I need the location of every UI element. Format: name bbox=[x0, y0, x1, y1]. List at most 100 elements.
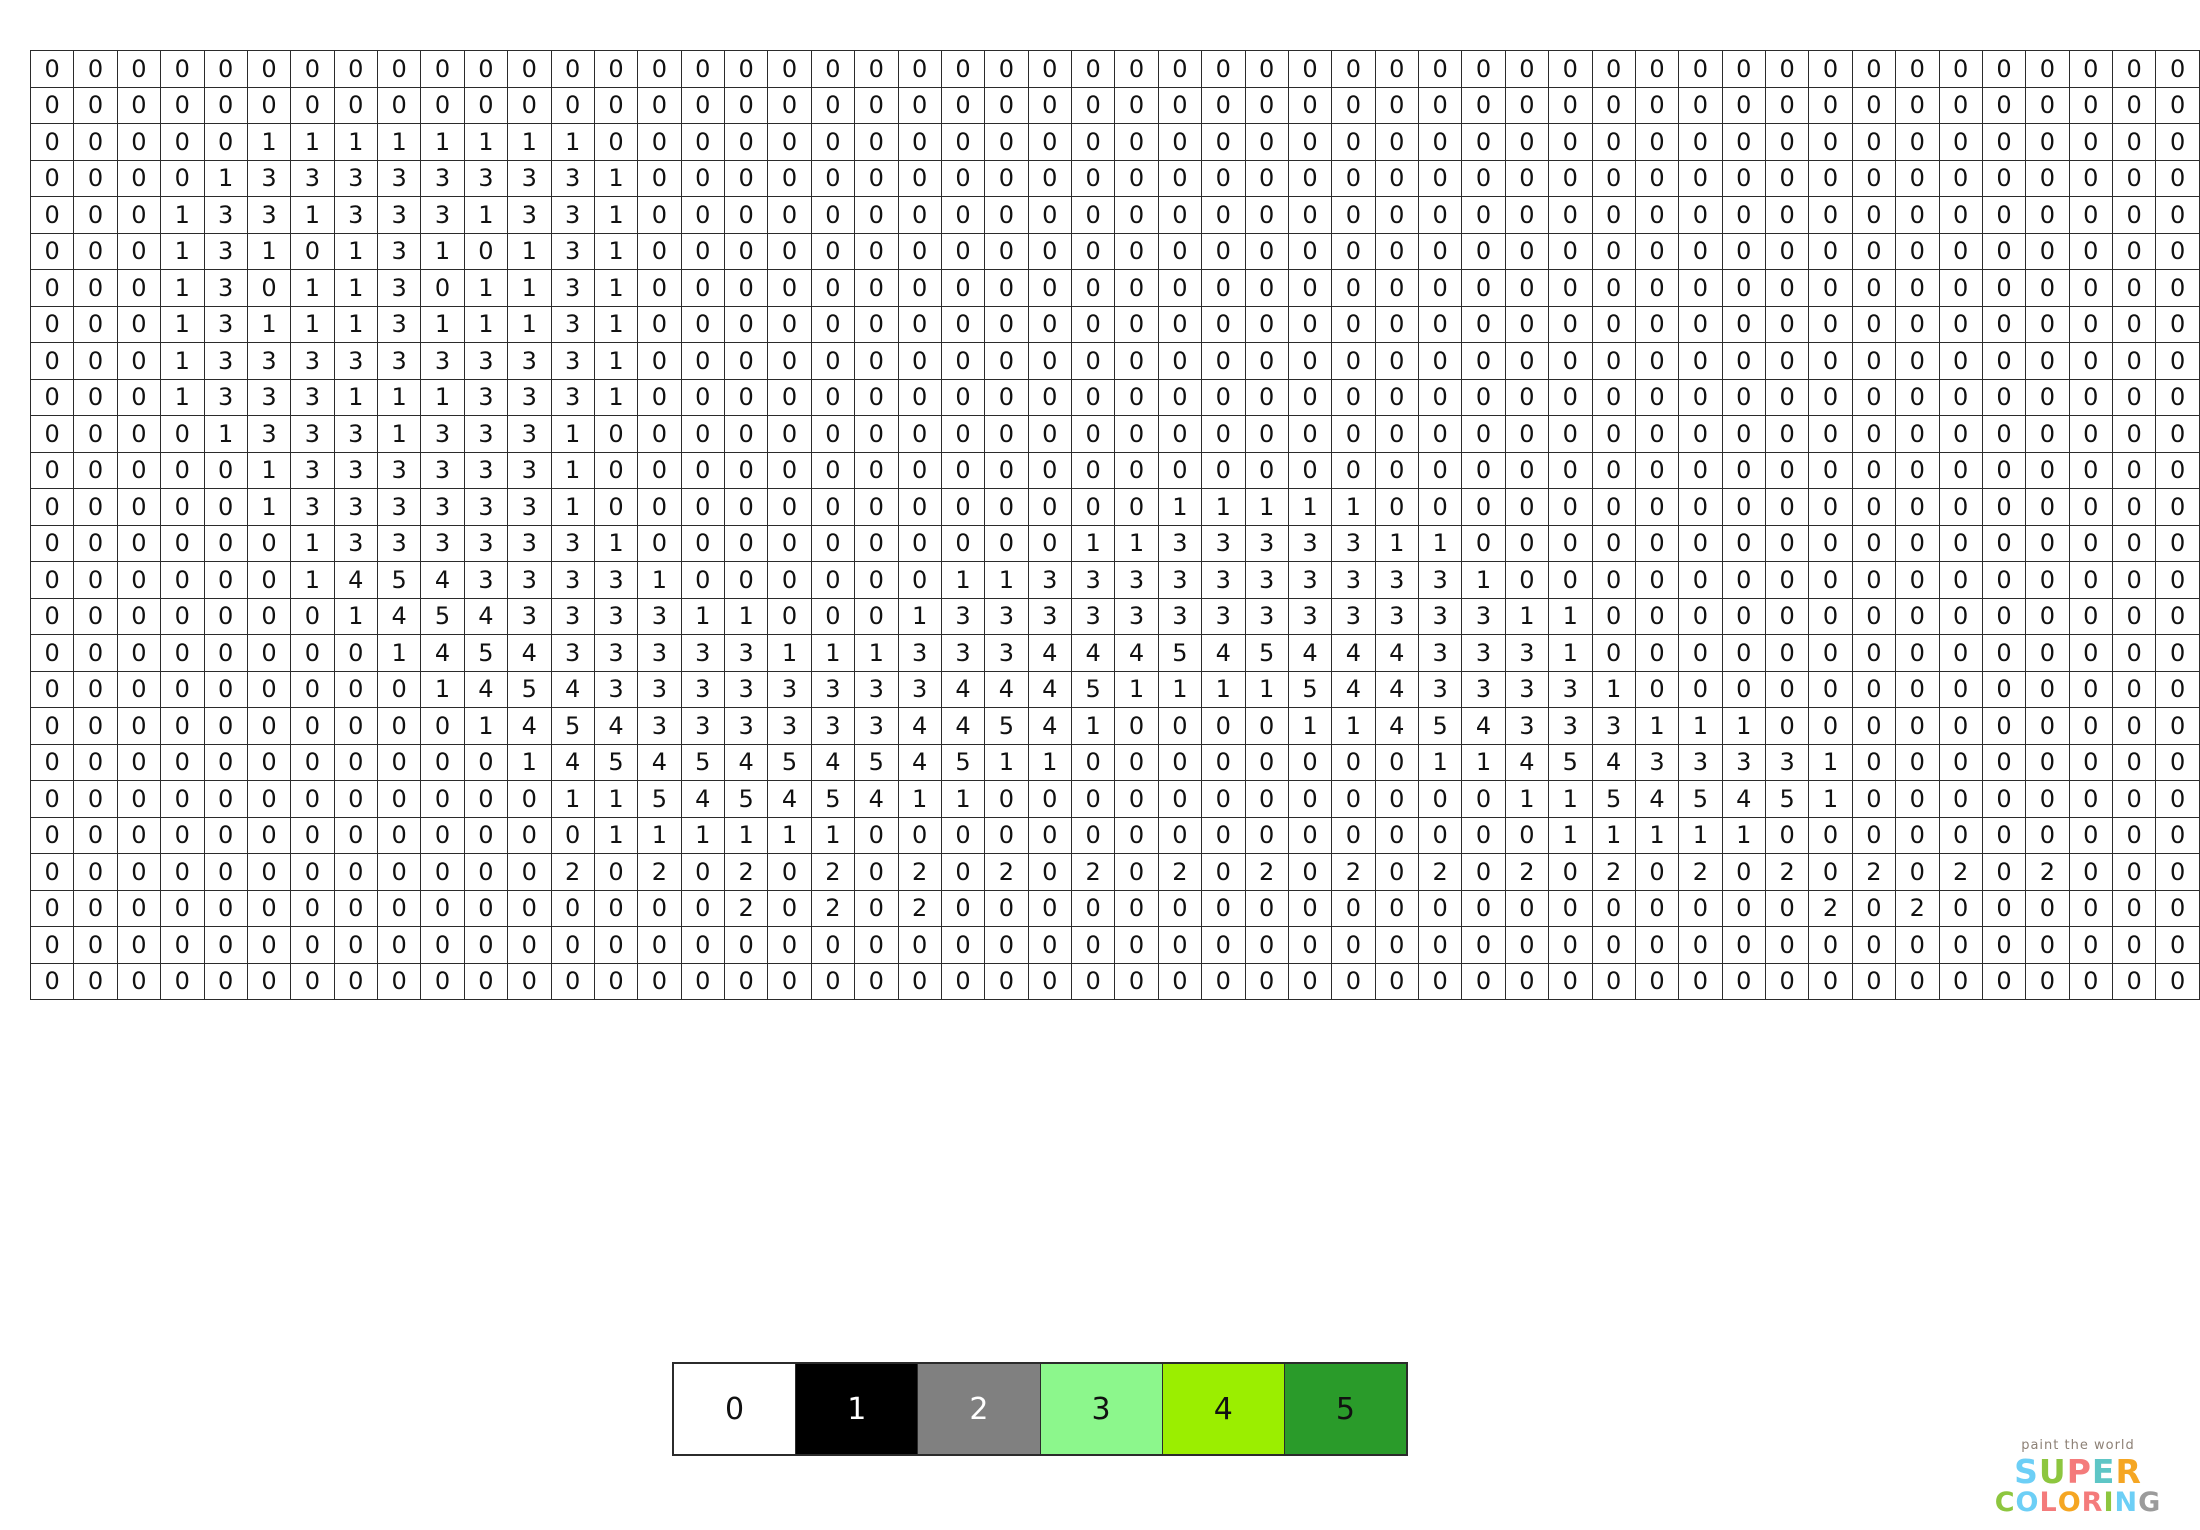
grid-cell[interactable]: 0 bbox=[1938, 123, 1983, 161]
grid-cell[interactable]: 0 bbox=[1548, 196, 1593, 234]
grid-cell[interactable]: 0 bbox=[1504, 415, 1550, 453]
grid-cell[interactable]: 0 bbox=[1504, 962, 1550, 1000]
grid-cell[interactable]: 0 bbox=[854, 853, 899, 891]
grid-cell[interactable]: 0 bbox=[1808, 670, 1853, 708]
grid-cell[interactable]: 0 bbox=[2068, 488, 2114, 526]
grid-cell[interactable]: 2 bbox=[1678, 853, 1723, 891]
grid-cell[interactable]: 0 bbox=[1201, 378, 1246, 416]
grid-cell[interactable]: 3 bbox=[333, 488, 379, 526]
grid-cell[interactable]: 0 bbox=[1851, 889, 1897, 927]
grid-cell[interactable]: 3 bbox=[637, 707, 682, 745]
grid-cell[interactable]: 0 bbox=[1851, 196, 1897, 234]
grid-cell[interactable]: 0 bbox=[1851, 123, 1897, 161]
grid-cell[interactable]: 0 bbox=[1417, 780, 1463, 818]
grid-cell[interactable]: 0 bbox=[1634, 488, 1680, 526]
grid-cell[interactable]: 3 bbox=[203, 196, 248, 234]
grid-cell[interactable]: 3 bbox=[333, 524, 379, 562]
grid-cell[interactable]: 3 bbox=[1157, 524, 1203, 562]
grid-cell[interactable]: 0 bbox=[1851, 451, 1897, 489]
grid-cell[interactable]: 0 bbox=[1287, 926, 1333, 964]
grid-cell[interactable]: 0 bbox=[290, 597, 335, 635]
grid-cell[interactable]: 0 bbox=[1938, 86, 1983, 124]
grid-cell[interactable]: 3 bbox=[550, 524, 595, 562]
grid-cell[interactable]: 0 bbox=[680, 889, 726, 927]
grid-cell[interactable]: 0 bbox=[1591, 123, 1636, 161]
grid-cell[interactable]: 3 bbox=[1634, 743, 1680, 781]
grid-cell[interactable]: 0 bbox=[1591, 889, 1636, 927]
grid-cell[interactable]: 0 bbox=[2025, 305, 2070, 343]
grid-cell[interactable]: 4 bbox=[897, 743, 942, 781]
grid-cell[interactable]: 0 bbox=[116, 415, 162, 453]
grid-cell[interactable]: 4 bbox=[1070, 634, 1116, 672]
grid-cell[interactable]: 4 bbox=[1201, 634, 1246, 672]
grid-cell[interactable]: 0 bbox=[2068, 415, 2114, 453]
grid-cell[interactable]: 3 bbox=[376, 159, 422, 197]
grid-cell[interactable]: 4 bbox=[550, 670, 595, 708]
grid-cell[interactable]: 0 bbox=[1201, 451, 1246, 489]
grid-cell[interactable]: 0 bbox=[1461, 962, 1506, 1000]
grid-cell[interactable]: 5 bbox=[984, 707, 1029, 745]
grid-cell[interactable]: 0 bbox=[1678, 524, 1723, 562]
grid-cell[interactable]: 0 bbox=[1895, 269, 1940, 307]
grid-cell[interactable]: 3 bbox=[1027, 561, 1073, 599]
grid-cell[interactable]: 0 bbox=[1157, 86, 1203, 124]
grid-cell[interactable]: 0 bbox=[1764, 451, 1810, 489]
grid-cell[interactable]: 0 bbox=[940, 342, 986, 380]
grid-cell[interactable]: 0 bbox=[1114, 889, 1159, 927]
grid-cell[interactable]: 0 bbox=[680, 488, 726, 526]
grid-cell[interactable]: 0 bbox=[680, 962, 726, 1000]
grid-cell[interactable]: 0 bbox=[940, 123, 986, 161]
grid-cell[interactable]: 0 bbox=[1895, 378, 1940, 416]
grid-cell[interactable]: 0 bbox=[2068, 123, 2114, 161]
grid-cell[interactable]: 0 bbox=[1678, 50, 1723, 88]
grid-cell[interactable]: 1 bbox=[376, 634, 422, 672]
grid-cell[interactable]: 0 bbox=[984, 524, 1029, 562]
grid-cell[interactable]: 0 bbox=[2111, 853, 2157, 891]
grid-cell[interactable]: 0 bbox=[1287, 743, 1333, 781]
grid-cell[interactable]: 0 bbox=[723, 50, 769, 88]
grid-cell[interactable]: 0 bbox=[246, 889, 292, 927]
grid-cell[interactable]: 1 bbox=[1417, 524, 1463, 562]
grid-cell[interactable]: 0 bbox=[680, 232, 726, 270]
grid-cell[interactable]: 0 bbox=[1201, 305, 1246, 343]
grid-cell[interactable]: 0 bbox=[1721, 488, 1767, 526]
grid-cell[interactable]: 0 bbox=[1764, 232, 1810, 270]
grid-cell[interactable]: 0 bbox=[2025, 597, 2070, 635]
grid-cell[interactable]: 0 bbox=[290, 816, 335, 854]
grid-cell[interactable]: 0 bbox=[1070, 488, 1116, 526]
grid-cell[interactable]: 3 bbox=[550, 232, 595, 270]
grid-cell[interactable]: 0 bbox=[73, 196, 118, 234]
grid-cell[interactable]: 0 bbox=[1548, 159, 1593, 197]
grid-cell[interactable]: 0 bbox=[897, 86, 942, 124]
grid-cell[interactable]: 0 bbox=[1244, 816, 1289, 854]
grid-cell[interactable]: 0 bbox=[1244, 926, 1289, 964]
grid-cell[interactable]: 0 bbox=[1851, 926, 1897, 964]
grid-cell[interactable]: 0 bbox=[203, 816, 248, 854]
grid-cell[interactable]: 0 bbox=[1764, 816, 1810, 854]
grid-cell[interactable]: 0 bbox=[1374, 926, 1420, 964]
grid-cell[interactable]: 0 bbox=[2111, 305, 2157, 343]
grid-cell[interactable]: 1 bbox=[1244, 670, 1289, 708]
grid-cell[interactable]: 3 bbox=[376, 342, 422, 380]
grid-cell[interactable]: 0 bbox=[2111, 743, 2157, 781]
grid-cell[interactable]: 0 bbox=[1157, 269, 1203, 307]
grid-cell[interactable]: 0 bbox=[1764, 159, 1810, 197]
grid-cell[interactable]: 5 bbox=[507, 670, 552, 708]
grid-cell[interactable]: 0 bbox=[1678, 415, 1723, 453]
grid-cell[interactable]: 0 bbox=[116, 816, 162, 854]
grid-cell[interactable]: 0 bbox=[897, 415, 942, 453]
grid-cell[interactable]: 3 bbox=[1244, 524, 1289, 562]
grid-cell[interactable]: 1 bbox=[1548, 816, 1593, 854]
grid-cell[interactable]: 0 bbox=[1981, 889, 2027, 927]
grid-cell[interactable]: 0 bbox=[2068, 378, 2114, 416]
grid-cell[interactable]: 0 bbox=[1027, 123, 1073, 161]
grid-cell[interactable]: 0 bbox=[1331, 305, 1376, 343]
grid-cell[interactable]: 0 bbox=[1331, 196, 1376, 234]
grid-cell[interactable]: 1 bbox=[507, 269, 552, 307]
grid-cell[interactable]: 1 bbox=[507, 743, 552, 781]
grid-cell[interactable]: 0 bbox=[1591, 305, 1636, 343]
grid-cell[interactable]: 0 bbox=[1114, 159, 1159, 197]
grid-cell[interactable]: 0 bbox=[160, 597, 205, 635]
grid-cell[interactable]: 2 bbox=[897, 889, 942, 927]
grid-cell[interactable]: 0 bbox=[1808, 86, 1853, 124]
